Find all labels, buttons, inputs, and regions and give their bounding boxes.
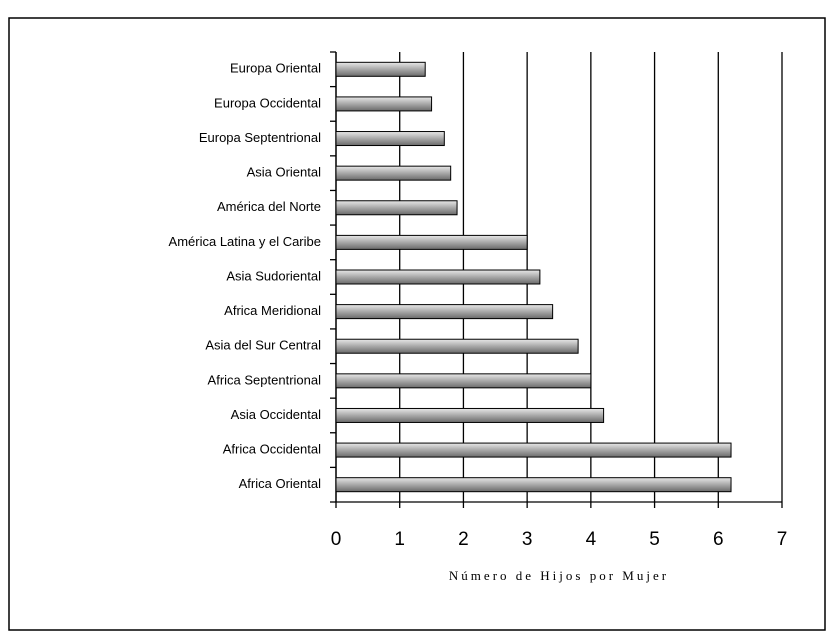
x-tick-label: 0 bbox=[331, 529, 342, 550]
bar bbox=[335, 373, 592, 389]
y-tick-label: América del Norte bbox=[217, 199, 321, 214]
bar bbox=[335, 304, 554, 320]
y-tick-label: Asia Sudoriental bbox=[226, 268, 321, 283]
x-tick-label: 3 bbox=[522, 529, 533, 550]
bar bbox=[335, 131, 445, 147]
bar bbox=[335, 61, 426, 77]
y-tick-label: Europa Oriental bbox=[230, 61, 321, 76]
bar bbox=[335, 234, 528, 250]
y-tick-label: Europa Septentrional bbox=[199, 130, 321, 145]
x-tick-label: 5 bbox=[649, 529, 660, 550]
y-tick-label: América Latina y el Caribe bbox=[169, 234, 321, 249]
y-tick-label: Africa Occidental bbox=[223, 442, 321, 457]
y-tick-label: Asia del Sur Central bbox=[205, 338, 321, 353]
bar bbox=[335, 477, 732, 493]
x-axis-label: Número de Hijos por Mujer bbox=[449, 568, 669, 583]
frame bbox=[8, 17, 826, 631]
y-tick-label: Asia Occidental bbox=[231, 407, 321, 422]
bar bbox=[335, 338, 579, 354]
bar bbox=[335, 407, 605, 423]
bar bbox=[335, 269, 541, 285]
bar bbox=[335, 96, 433, 112]
x-tick-label: 7 bbox=[777, 529, 788, 550]
y-tick-label: Europa Occidental bbox=[214, 95, 321, 110]
x-tick-label: 2 bbox=[458, 529, 469, 550]
bar bbox=[335, 442, 732, 458]
bar bbox=[335, 165, 452, 181]
y-tick-label: Africa Meridional bbox=[224, 303, 321, 318]
y-tick-label: Asia Oriental bbox=[247, 165, 322, 180]
x-tick-label: 4 bbox=[586, 529, 597, 550]
y-tick-label: Africa Septentrional bbox=[208, 372, 322, 387]
bar bbox=[335, 200, 458, 216]
x-tick-label: 6 bbox=[713, 529, 724, 550]
x-tick-label: 1 bbox=[394, 529, 405, 550]
y-tick-label: Africa Oriental bbox=[239, 476, 321, 491]
